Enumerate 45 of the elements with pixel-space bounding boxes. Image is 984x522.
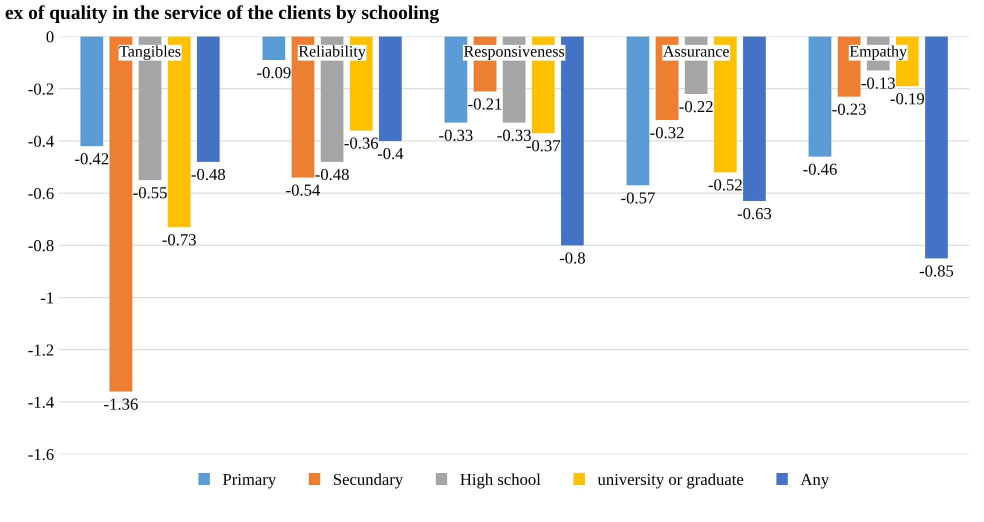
data-label: -0.33: [439, 130, 473, 141]
data-label: -0.4: [378, 148, 404, 160]
y-tick-label: -0.2: [28, 83, 54, 95]
y-tick-label: -0.6: [28, 188, 54, 200]
data-label: -0.46: [803, 164, 837, 175]
y-tick-label: -1.2: [28, 344, 54, 356]
data-label: -0.48: [192, 168, 226, 180]
data-label: -0.57: [621, 192, 655, 204]
data-label: -0.48: [315, 168, 349, 180]
data-label: -0.09: [257, 67, 291, 78]
x-tick-label: Tangibles: [119, 45, 180, 60]
data-label: -0.19: [890, 93, 924, 104]
data-label: -0.32: [650, 127, 684, 138]
legend-label: Primary: [222, 474, 276, 488]
data-label: -0.23: [832, 104, 866, 115]
data-label: -0.85: [920, 265, 954, 277]
y-tick-label: -0.8: [28, 240, 54, 252]
y-tick-label: -1.4: [28, 396, 54, 408]
data-label: -0.36: [344, 138, 378, 149]
legend-label: Secundary: [334, 473, 404, 488]
chart-title: ex of quality in the service of the clients by schooling: [6, 5, 439, 24]
data-label: -0.52: [708, 179, 742, 191]
data-label: -0.8: [560, 252, 585, 264]
data-label: -0.21: [468, 98, 502, 110]
data-label: -0.22: [679, 100, 713, 112]
data-label: -0.54: [286, 184, 320, 196]
y-tick-label: -1: [40, 292, 54, 304]
x-tick-label: Responsiveness: [464, 46, 564, 60]
x-tick-label: Assurance: [663, 46, 729, 57]
data-label: -0.63: [738, 208, 772, 220]
y-tick-label: -1.6: [28, 448, 54, 460]
data-label: -0.55: [133, 187, 167, 198]
data-label: -0.42: [75, 153, 108, 164]
data-label: -0.73: [162, 234, 196, 246]
data-label: -0.13: [861, 77, 895, 89]
legend-label: university or graduate: [598, 473, 744, 488]
y-tick-label: -0.4: [28, 136, 54, 147]
data-label: -0.33: [497, 130, 531, 141]
x-tick-label: Reliability: [298, 45, 366, 60]
y-tick-label: 0: [46, 31, 54, 42]
data-label: -1.36: [104, 398, 138, 410]
legend-label: High school: [460, 473, 541, 488]
x-tick-label: Empathy: [850, 45, 907, 60]
legend-label: Any: [800, 474, 830, 488]
data-label: -0.37: [526, 140, 560, 152]
